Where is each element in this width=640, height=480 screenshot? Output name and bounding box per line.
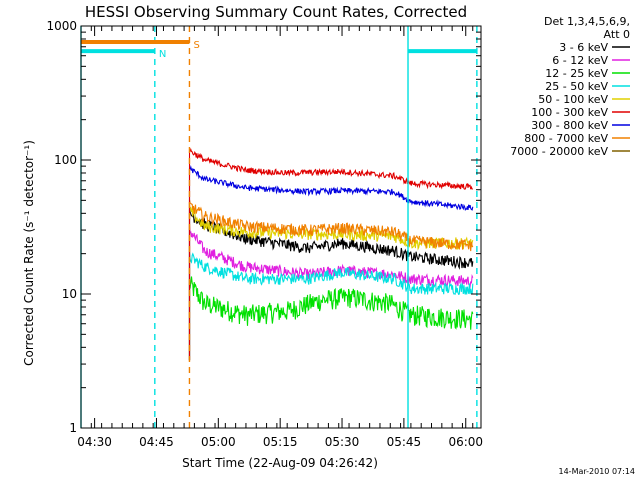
legend-label: 50 - 100 keV [538,93,608,106]
series-line-300-800keV [188,165,474,361]
x-tick-label: 06:00 [448,435,483,449]
footer-timestamp: 14-Mar-2010 07:14 [559,467,636,476]
flag-label-s: S [193,40,199,51]
x-tick-label: 05:00 [201,435,236,449]
x-tick-label: 05:45 [387,435,422,449]
series-line-3-6keV [188,209,474,361]
legend-header-line-1: Det 1,3,4,5,6,9, [544,15,630,28]
series-line-800-7000keV [188,199,474,361]
series-line-25-50keV [188,251,474,361]
legend-label: 7000 - 20000 keV [510,145,608,158]
legend-label: 3 - 6 keV [559,41,608,54]
plot-frame [80,25,482,429]
y-tick-label: 100 [54,153,77,167]
y-tick-label: 1 [69,421,77,435]
chart-title: HESSI Observing Summary Count Rates, Cor… [85,3,467,21]
legend-label: 100 - 300 keV [531,106,608,119]
y-axis-title: Corrected Count Rate (s⁻¹ detector⁻¹) [22,140,36,366]
legend-header-line-2: Att 0 [604,28,630,41]
y-tick-label: 1000 [46,19,77,33]
legend-label: 25 - 50 keV [545,80,608,93]
y-tick-label: 10 [62,287,77,301]
series-line-12-25keV [188,276,474,361]
legend-label: 800 - 7000 keV [524,132,608,145]
series-line-100-300keV [188,147,473,361]
x-tick-label: 05:30 [325,435,360,449]
flag-label-n: N [159,49,166,60]
legend-label: 6 - 12 keV [552,54,608,67]
x-tick-label: 04:30 [77,435,112,449]
legend-label: 300 - 800 keV [531,119,608,132]
x-tick-label: 05:15 [263,435,298,449]
series-line-6-12keV [188,225,474,361]
legend-label: 12 - 25 keV [545,67,608,80]
x-tick-label: 04:45 [139,435,174,449]
x-axis-title: Start Time (22-Aug-09 04:26:42) [182,456,378,470]
